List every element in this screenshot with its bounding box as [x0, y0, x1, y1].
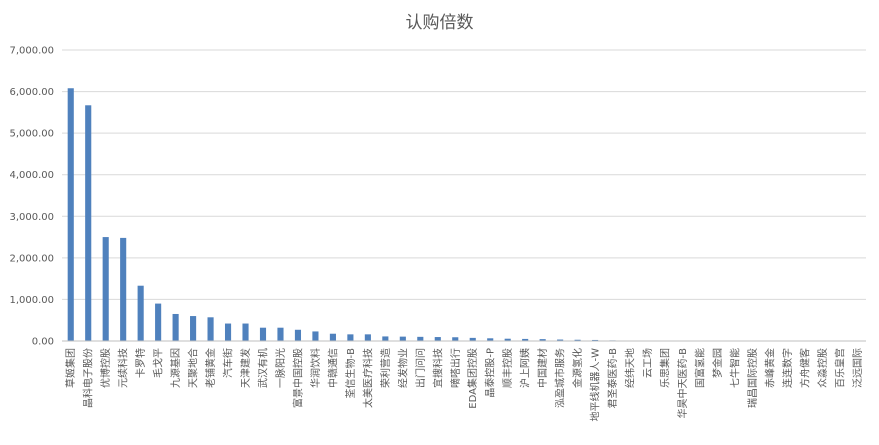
x-tick-label: 华润饮料 — [309, 348, 322, 388]
x-tick-label: 富景中国控股 — [291, 348, 304, 408]
gridlines — [62, 49, 866, 300]
bar — [382, 336, 389, 341]
bar — [452, 337, 459, 341]
x-axis-ticks: 草姬集团 晶科电子股份 优博控股 元续科技 卡罗特 毛戈平 九源基因 天聚地合 老铺黄金 汽车街天… — [64, 348, 864, 422]
y-axis-ticks: 0.00 1,000.00 2,000.00 3,000.00 4,000.00 5,00… — [9, 46, 54, 348]
y-tick-label: 6,000.00 — [9, 87, 54, 98]
x-tick-label: 汽车街 — [222, 348, 235, 378]
bar — [312, 331, 319, 341]
bar — [224, 323, 232, 341]
bar — [67, 88, 74, 341]
bar — [242, 323, 249, 341]
x-tick-label: 中赣通信 — [326, 348, 339, 388]
y-tick-label: 2,000.00 — [9, 253, 54, 264]
bar — [155, 303, 162, 341]
bar — [190, 316, 197, 341]
x-tick-label: 乐思集团 — [659, 348, 672, 388]
x-tick-label: 连连数字 — [781, 348, 794, 388]
x-tick-label: 卡罗特 — [134, 348, 147, 378]
x-tick-label: 赤峰黄金 — [763, 348, 776, 388]
x-tick-label: 国富氢能 — [693, 348, 706, 388]
x-tick-label: 出门问问 — [414, 348, 427, 388]
bar — [504, 338, 511, 341]
x-tick-label: 泛远国际 — [852, 348, 864, 388]
bar — [592, 339, 599, 341]
bar — [329, 333, 336, 341]
bar — [102, 237, 109, 341]
bars — [67, 88, 861, 341]
x-tick-label: 元续科技 — [117, 348, 130, 388]
x-tick-label: 百乐皇宫 — [833, 348, 846, 388]
bar — [522, 338, 529, 341]
x-tick-label: 晶泰控股-P — [484, 348, 497, 398]
x-tick-label: 梦金园 — [711, 348, 724, 378]
x-tick-label: 顺丰控股 — [501, 348, 514, 388]
x-tick-label: 嘀嗒出行 — [449, 348, 462, 388]
x-tick-label: 中国建材 — [536, 348, 549, 388]
x-tick-label: 华昊中天医药-B — [676, 348, 689, 419]
bar — [434, 337, 441, 341]
y-tick-label: 7,000.00 — [9, 46, 54, 57]
bar — [207, 317, 214, 341]
bar — [120, 237, 127, 341]
bar — [137, 285, 144, 341]
x-tick-label: 太美医疗科技 — [361, 348, 374, 408]
y-tick-label: 1,000.00 — [9, 295, 54, 306]
x-tick-label: 草姬集团 — [64, 348, 77, 388]
bar — [347, 334, 354, 341]
bar — [259, 327, 267, 341]
x-tick-label: 荣利营造 — [379, 348, 392, 388]
bar — [85, 105, 92, 341]
x-tick-label: 经纬天地 — [624, 348, 637, 388]
bar — [417, 336, 424, 341]
x-tick-label: 一脉阳光 — [274, 348, 287, 388]
bar — [557, 339, 564, 341]
bar — [469, 337, 476, 341]
bar — [172, 313, 179, 341]
bar — [539, 339, 546, 341]
chart-title: 认购倍数 — [406, 13, 474, 33]
x-tick-label: 七牛智能 — [728, 348, 741, 388]
x-tick-label: 宜搜科技 — [431, 348, 444, 388]
x-tick-label: 九源基因 — [169, 348, 182, 388]
bar — [399, 336, 406, 341]
bar — [574, 339, 581, 341]
x-tick-label: 晶科电子股份 — [82, 348, 95, 408]
x-tick-label: 地平线机器人-W — [589, 348, 602, 422]
x-tick-label: 天津建发 — [239, 348, 252, 388]
x-tick-label: 荃信生物-B — [344, 348, 357, 399]
x-tick-label: 云工场 — [641, 348, 654, 378]
x-tick-label: 瑞昌国际控股 — [746, 348, 759, 408]
x-tick-label: 毛戈平 — [152, 348, 165, 378]
y-tick-label: 3,000.00 — [9, 212, 54, 223]
x-tick-label: 泓盈城市服务 — [554, 348, 567, 408]
x-tick-label: 金源氢化 — [571, 348, 584, 388]
x-tick-label: 方舟健客 — [798, 348, 811, 388]
x-tick-label: 优博控股 — [99, 348, 112, 388]
x-tick-label: 众淼控股 — [816, 348, 829, 388]
bar — [364, 334, 371, 341]
x-tick-label: 经发物业 — [396, 348, 409, 388]
y-tick-label: 5,000.00 — [9, 129, 54, 140]
x-tick-label: 老铺黄金 — [204, 348, 217, 388]
x-tick-label: 沪上阿姨 — [519, 348, 532, 388]
x-tick-label: 武汉有机 — [257, 348, 270, 388]
bar — [277, 327, 284, 341]
x-tick-label: 天聚地合 — [187, 348, 200, 388]
x-tick-label: EDA集团控股 — [466, 348, 479, 409]
x-tick-label: 君圣泰医药-B — [606, 348, 619, 409]
y-tick-label: 0.00 — [32, 337, 54, 348]
bar — [487, 338, 494, 341]
bar — [294, 329, 302, 341]
y-tick-label: 4,000.00 — [9, 170, 54, 181]
